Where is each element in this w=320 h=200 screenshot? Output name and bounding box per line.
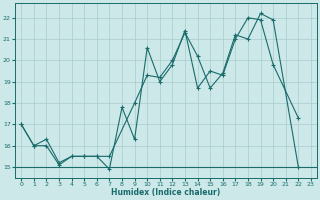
X-axis label: Humidex (Indice chaleur): Humidex (Indice chaleur) [111, 188, 221, 197]
